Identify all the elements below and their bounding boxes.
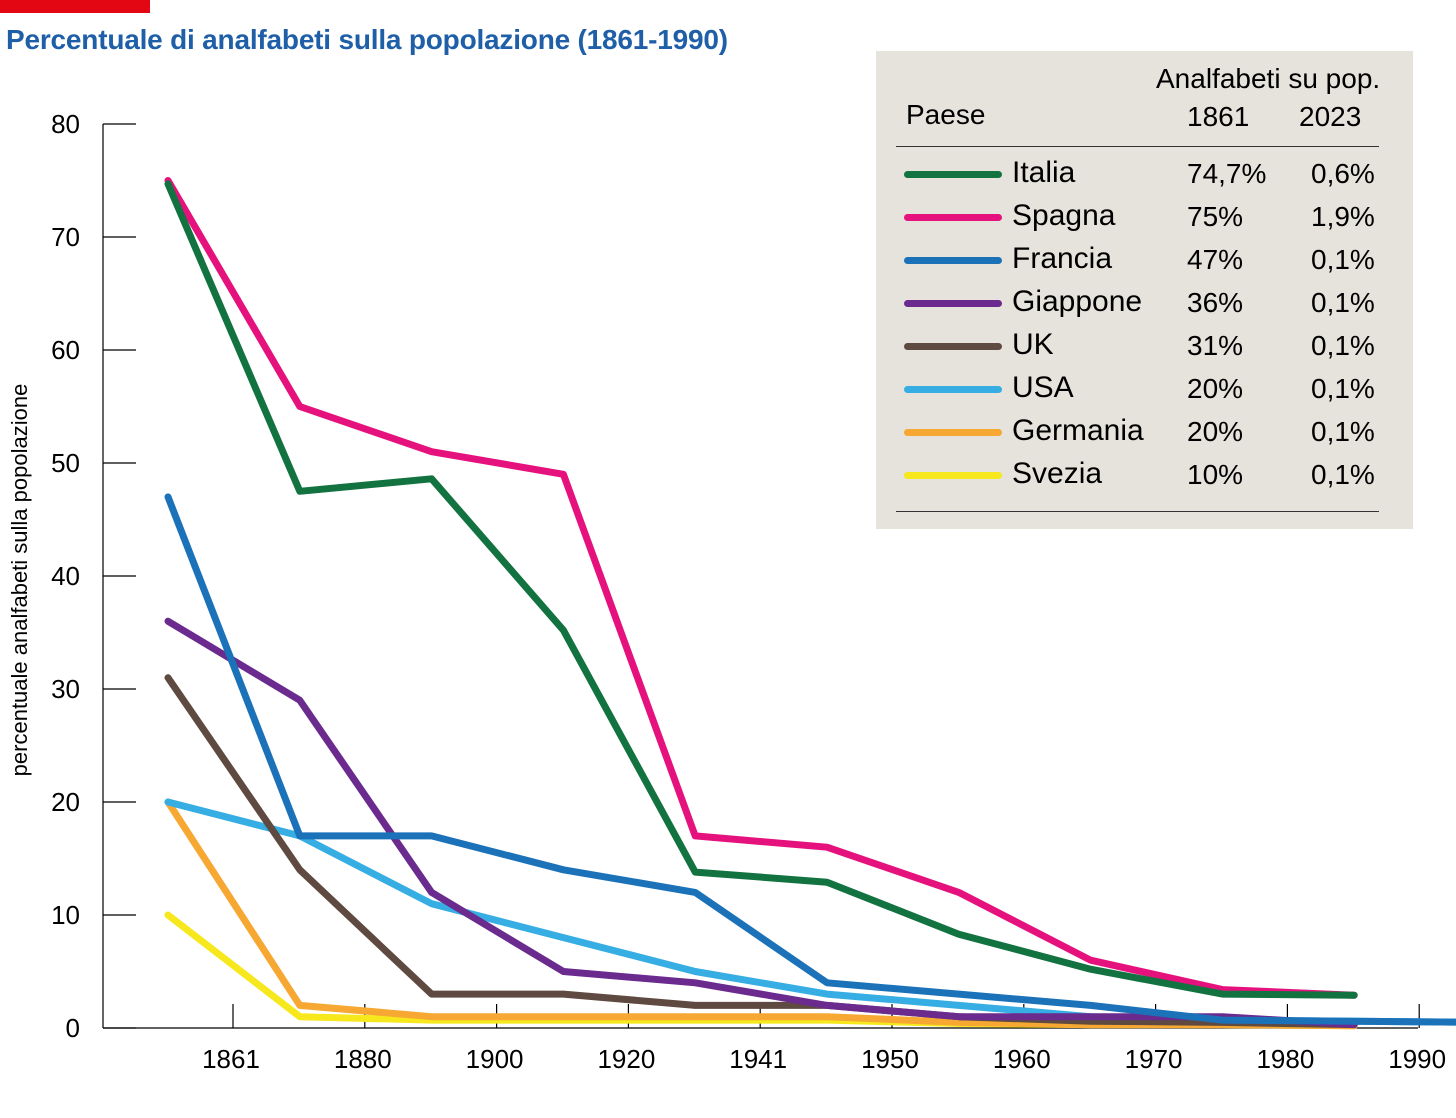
y-tick-label: 20	[51, 787, 80, 817]
legend-country-name: Svezia	[1012, 457, 1103, 490]
legend-country-header: Paese	[906, 99, 986, 130]
legend-swatch	[904, 343, 1002, 350]
series-line-spagna	[164, 177, 1358, 999]
legend-value-1861: 47%	[1187, 244, 1244, 275]
legend-row-uk: UK 31% 0,1%	[876, 326, 1413, 366]
legend-value-1861: 36%	[1187, 287, 1244, 318]
series-line-giappone	[164, 617, 1358, 1029]
x-tick-label: 1900	[466, 1044, 524, 1074]
x-tick-label: 1880	[334, 1044, 392, 1074]
legend-country-name: Italia	[1012, 156, 1076, 189]
legend-bottom-rule	[896, 511, 1379, 512]
legend-value-1861: 20%	[1187, 373, 1244, 404]
legend-value-2023: 0,1%	[1311, 416, 1375, 447]
legend-value-1861: 74,7%	[1187, 158, 1267, 189]
legend-row-svezia: Svezia 10% 0,1%	[876, 455, 1413, 495]
chart-title: Percentuale di analfabeti sulla popolazi…	[6, 24, 728, 55]
legend-row-giappone: Giappone 36% 0,1%	[876, 283, 1413, 323]
legend-row-italia: Italia 74,7% 0,6%	[876, 154, 1413, 194]
legend-value-2023: 0,1%	[1311, 244, 1375, 275]
legend-country-name: UK	[1012, 328, 1054, 361]
legend-value-1861: 31%	[1187, 330, 1244, 361]
legend-swatch	[904, 429, 1002, 436]
x-tick-label: 1941	[729, 1044, 787, 1074]
x-tick-label: 1920	[597, 1044, 655, 1074]
legend-value-1861: 75%	[1187, 201, 1244, 232]
legend-swatch	[904, 214, 1002, 221]
legend-swatch	[904, 386, 1002, 393]
y-tick-label: 0	[66, 1013, 80, 1043]
series-line-francia	[164, 493, 1456, 1026]
legend-value-2023: 0,1%	[1311, 330, 1375, 361]
legend-country-name: Spagna	[1012, 199, 1116, 232]
y-tick-label: 50	[51, 448, 80, 478]
legend-value-2023: 0,1%	[1311, 287, 1375, 318]
legend-value-2023: 0,1%	[1311, 459, 1375, 490]
accent-bar	[0, 0, 150, 13]
legend-country-name: Germania	[1012, 414, 1144, 447]
legend-year2-header: 2023	[1299, 101, 1362, 132]
x-tick-label: 1980	[1256, 1044, 1314, 1074]
y-tick-label: 70	[51, 222, 80, 252]
series-line-italia	[164, 180, 1358, 999]
x-tick-label: 1970	[1125, 1044, 1183, 1074]
legend-swatch	[904, 171, 1002, 178]
x-tick-label: 1950	[861, 1044, 919, 1074]
series-line-uk	[164, 674, 1358, 1029]
x-ticks: 1861 1880 1900 1920 1941 1950 1960 1970 1980 1990	[202, 1004, 1446, 1074]
legend-row-usa: USA 20% 0,1%	[876, 369, 1413, 409]
x-tick-label: 1960	[993, 1044, 1051, 1074]
legend-year1-header: 1861	[1187, 101, 1250, 132]
legend-country-name: USA	[1012, 371, 1074, 404]
y-ticks: 0 10 20 30 40 50 60 70 80	[51, 109, 136, 1043]
legend-value-1861: 20%	[1187, 416, 1244, 447]
legend-swatch	[904, 257, 1002, 264]
series-lines	[164, 177, 1456, 1030]
legend: Analfabeti su pop. Paese 1861 2023 Itali…	[876, 51, 1413, 529]
legend-swatch	[904, 472, 1002, 479]
y-tick-label: 30	[51, 674, 80, 704]
legend-value-2023: 0,1%	[1311, 373, 1375, 404]
legend-header-top: Analfabeti su pop.	[1156, 63, 1381, 94]
legend-country-name: Francia	[1012, 242, 1113, 275]
legend-value-1861: 10%	[1187, 459, 1244, 490]
legend-row-francia: Francia 47% 0,1%	[876, 240, 1413, 280]
legend-top-rule	[896, 146, 1379, 147]
legend-swatch	[904, 300, 1002, 307]
y-tick-label: 40	[51, 561, 80, 591]
x-tick-label: 1990	[1388, 1044, 1446, 1074]
y-tick-label: 80	[51, 109, 80, 139]
legend-value-2023: 1,9%	[1311, 201, 1375, 232]
legend-row-germania: Germania 20% 0,1%	[876, 412, 1413, 452]
legend-value-2023: 0,6%	[1311, 158, 1375, 189]
x-tick-label: 1861	[202, 1044, 260, 1074]
legend-country-name: Giappone	[1012, 285, 1143, 318]
legend-row-spagna: Spagna 75% 1,9%	[876, 197, 1413, 237]
y-tick-label: 60	[51, 335, 80, 365]
y-tick-label: 10	[51, 900, 80, 930]
